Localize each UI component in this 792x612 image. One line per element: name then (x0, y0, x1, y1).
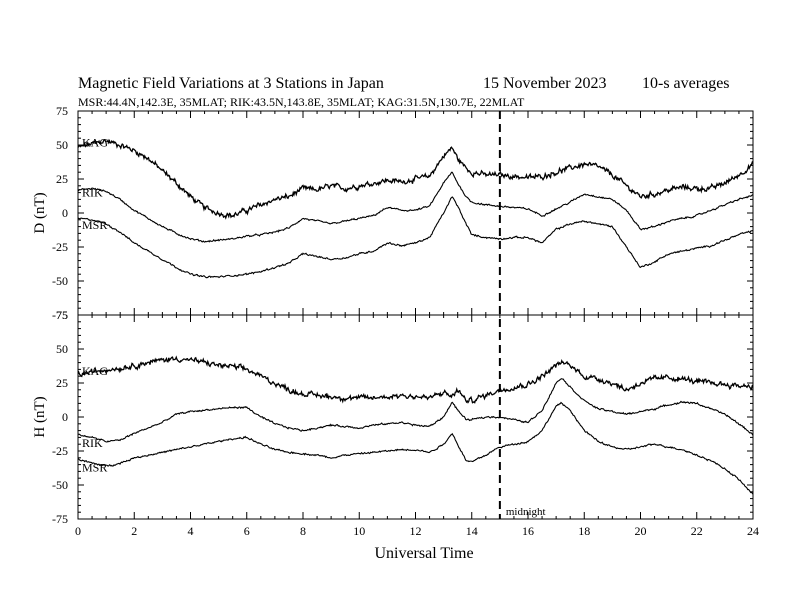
averaging-label: 10-s averages (642, 75, 730, 92)
y-tick-label: 75 (56, 104, 68, 118)
x-tick-label: 10 (353, 524, 365, 538)
y-tick-label: 0 (62, 206, 68, 220)
series-label-msr: MSR (82, 460, 107, 474)
x-tick-label: 18 (578, 524, 590, 538)
series-label-kag: KAG (82, 364, 108, 378)
y-tick-label: 0 (62, 410, 68, 424)
x-tick-label: 0 (75, 524, 81, 538)
y-axis-label: D (nT) (32, 192, 48, 233)
y-tick-label: -25 (52, 240, 68, 254)
series-label-rik: RIK (82, 436, 103, 450)
y-tick-label: 50 (56, 138, 68, 152)
y-tick-label: 25 (56, 376, 68, 390)
panel-frame (77, 314, 754, 520)
y-tick-label: 75 (56, 308, 68, 322)
y-tick-label: -75 (52, 308, 68, 322)
y-tick-label: -50 (52, 274, 68, 288)
x-tick-label: 16 (522, 524, 534, 538)
y-tick-label: 25 (56, 172, 68, 186)
series-line-rik (77, 171, 754, 243)
x-tick-label: 6 (244, 524, 250, 538)
midnight-label: midnight (506, 506, 546, 518)
y-tick-label: -75 (52, 512, 68, 526)
series-line-rik (77, 378, 754, 443)
series-line-msr (77, 401, 754, 495)
chart-title: Magnetic Field Variations at 3 Stations … (78, 75, 384, 92)
d-component-panel: -75 -50 -25 0 25 50 75 D (nT) KAG RIK MSR (32, 104, 754, 322)
series-label-kag: KAG (82, 135, 108, 149)
x-axis-label: Universal Time (374, 545, 473, 562)
series-label-msr: MSR (82, 218, 107, 232)
y-axis-label: H (nT) (32, 396, 48, 437)
series-line-kag (77, 355, 754, 404)
series-label-rik: RIK (82, 186, 103, 200)
y-tick-label: -50 (52, 478, 68, 492)
chart-date: 15 November 2023 (483, 75, 607, 92)
y-tick-label: 50 (56, 342, 68, 356)
x-tick-label: 22 (691, 524, 703, 538)
y-tick-label: -25 (52, 444, 68, 458)
x-tick-label: 20 (635, 524, 647, 538)
series-line-kag (77, 138, 754, 220)
x-tick-label: 4 (188, 524, 194, 538)
x-tick-label: 8 (300, 524, 306, 538)
x-tick-label: 14 (466, 524, 478, 538)
stations-info: MSR:44.4N,142.3E, 35MLAT; RIK:43.5N,143.… (78, 95, 525, 109)
panel-frame (77, 110, 754, 316)
x-tick-label: 2 (131, 524, 137, 538)
x-tick-label: 24 (747, 524, 759, 538)
series-line-msr (77, 196, 754, 279)
x-tick-label: 12 (410, 524, 422, 538)
